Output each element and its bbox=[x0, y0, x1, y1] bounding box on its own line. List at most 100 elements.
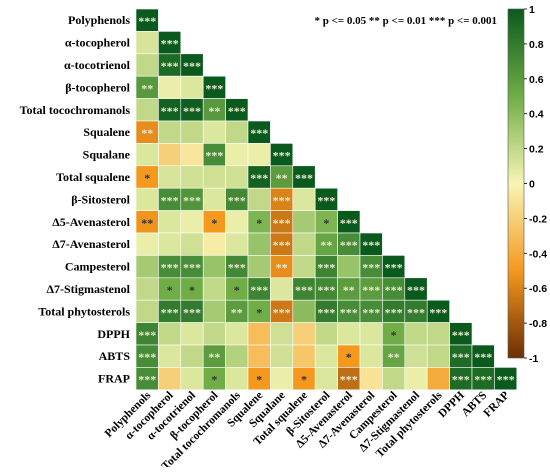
significance-mark: *** bbox=[317, 261, 335, 275]
significance-mark: ** bbox=[276, 261, 288, 275]
significance-mark: *** bbox=[161, 193, 179, 207]
significance-mark: ** bbox=[343, 283, 355, 297]
significance-mark: *** bbox=[161, 59, 179, 73]
colorbar-tick-label: 0.4 bbox=[529, 109, 544, 121]
significance-mark: *** bbox=[161, 37, 179, 51]
significance-mark: *** bbox=[250, 126, 268, 140]
heatmap-cell bbox=[404, 344, 428, 368]
significance-legend: * p <= 0.05 ** p <= 0.01 *** p <= 0.001 bbox=[315, 15, 497, 27]
significance-mark: *** bbox=[273, 305, 291, 319]
significance-mark: *** bbox=[362, 283, 380, 297]
heatmap-cell bbox=[158, 344, 182, 368]
heatmap-cell bbox=[314, 367, 338, 391]
significance-mark: ** bbox=[320, 238, 332, 252]
column-label: DPPH bbox=[436, 389, 467, 420]
significance-mark: *** bbox=[228, 261, 246, 275]
heatmap-cell bbox=[225, 165, 249, 189]
significance-mark: *** bbox=[228, 193, 246, 207]
colorbar-tick-label: -1 bbox=[529, 353, 538, 365]
heatmap-cell bbox=[202, 299, 226, 323]
significance-mark: *** bbox=[362, 261, 380, 275]
heatmap-cell bbox=[382, 367, 406, 391]
significance-mark: * bbox=[144, 171, 150, 185]
significance-mark: ** bbox=[208, 350, 220, 364]
row-label: ABTS bbox=[99, 349, 131, 363]
significance-mark: *** bbox=[183, 193, 201, 207]
heatmap-cell bbox=[247, 232, 271, 256]
significance-mark: *** bbox=[497, 373, 515, 387]
significance-mark: * bbox=[301, 373, 307, 387]
significance-mark: *** bbox=[273, 238, 291, 252]
heatmap-cell bbox=[292, 322, 316, 346]
significance-mark: ** bbox=[388, 350, 400, 364]
colorbar-tick-label: 0.8 bbox=[529, 39, 544, 51]
heatmap-cell bbox=[180, 120, 204, 144]
significance-mark: ** bbox=[141, 216, 153, 230]
significance-mark: *** bbox=[161, 261, 179, 275]
significance-mark: *** bbox=[340, 373, 358, 387]
row-label: β-Sitosterol bbox=[71, 192, 130, 206]
row-label: Δ7-Stigmastenol bbox=[46, 282, 130, 296]
heatmap-cell bbox=[247, 143, 271, 167]
significance-mark: *** bbox=[295, 171, 313, 185]
colorbar bbox=[507, 8, 525, 359]
heatmap-cell bbox=[359, 322, 383, 346]
heatmap-cell bbox=[292, 187, 316, 211]
heatmap-cell bbox=[247, 187, 271, 211]
heatmap-cell bbox=[337, 255, 361, 279]
significance-mark: *** bbox=[340, 305, 358, 319]
significance-mark: *** bbox=[474, 373, 492, 387]
heatmap-cell bbox=[202, 255, 226, 279]
heatmap-cell bbox=[292, 299, 316, 323]
heatmap-cell bbox=[292, 210, 316, 234]
significance-mark: *** bbox=[452, 373, 470, 387]
significance-mark: * bbox=[323, 216, 329, 230]
colorbar-tick-label: -0.8 bbox=[529, 318, 547, 330]
significance-mark: *** bbox=[138, 350, 156, 364]
heatmap-cell bbox=[202, 277, 226, 301]
significance-mark: *** bbox=[452, 328, 470, 342]
significance-mark: *** bbox=[407, 305, 425, 319]
heatmap-cell bbox=[247, 255, 271, 279]
heatmap-cell bbox=[158, 120, 182, 144]
significance-mark: *** bbox=[385, 305, 403, 319]
significance-mark: ** bbox=[276, 171, 288, 185]
heatmap-cell bbox=[180, 344, 204, 368]
heatmap-cell bbox=[225, 367, 249, 391]
significance-mark: ** bbox=[141, 81, 153, 95]
heatmap-cell bbox=[180, 232, 204, 256]
significance-mark: *** bbox=[161, 305, 179, 319]
heatmap-cell bbox=[225, 210, 249, 234]
heatmap-cell bbox=[135, 277, 159, 301]
significance-mark: *** bbox=[385, 261, 403, 275]
significance-mark: *** bbox=[183, 305, 201, 319]
row-label: Total phytosterols bbox=[38, 304, 130, 318]
heatmap-cell bbox=[494, 367, 518, 391]
significance-mark: *** bbox=[161, 104, 179, 118]
heatmap-cell bbox=[404, 367, 428, 391]
heatmap-cell bbox=[135, 255, 159, 279]
heatmap-cell bbox=[135, 187, 159, 211]
heatmap-cell bbox=[292, 344, 316, 368]
significance-mark: *** bbox=[273, 149, 291, 163]
row-label: Squalene bbox=[83, 125, 130, 139]
colorbar-tick-label: 0 bbox=[529, 179, 535, 191]
significance-mark: * bbox=[391, 328, 397, 342]
significance-mark: * bbox=[211, 373, 217, 387]
heatmap-cell bbox=[359, 344, 383, 368]
significance-mark: *** bbox=[138, 373, 156, 387]
heatmap-cell bbox=[135, 98, 159, 122]
heatmap-cell bbox=[158, 75, 182, 99]
significance-mark: *** bbox=[340, 216, 358, 230]
heatmap-cell bbox=[225, 120, 249, 144]
colorbar-tick-label: -0.4 bbox=[529, 248, 547, 260]
significance-mark: *** bbox=[429, 305, 447, 319]
significance-mark: *** bbox=[295, 283, 313, 297]
significance-mark: * bbox=[234, 283, 240, 297]
heatmap-cell bbox=[359, 367, 383, 391]
significance-mark: * bbox=[256, 305, 262, 319]
significance-mark: * bbox=[256, 216, 262, 230]
significance-mark: * bbox=[167, 283, 173, 297]
